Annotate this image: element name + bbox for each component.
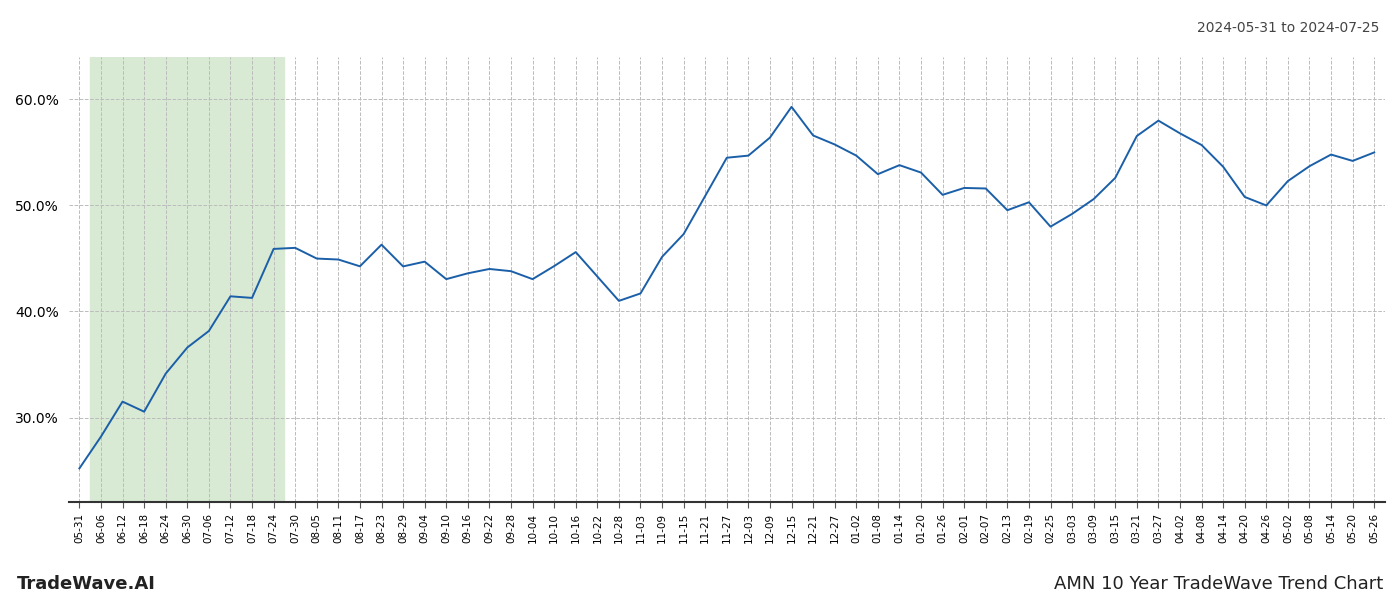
Text: TradeWave.AI: TradeWave.AI [17,575,155,593]
Bar [90,57,284,502]
Text: AMN 10 Year TradeWave Trend Chart: AMN 10 Year TradeWave Trend Chart [1054,575,1383,593]
Text: 2024-05-31 to 2024-07-25: 2024-05-31 to 2024-07-25 [1197,21,1379,35]
